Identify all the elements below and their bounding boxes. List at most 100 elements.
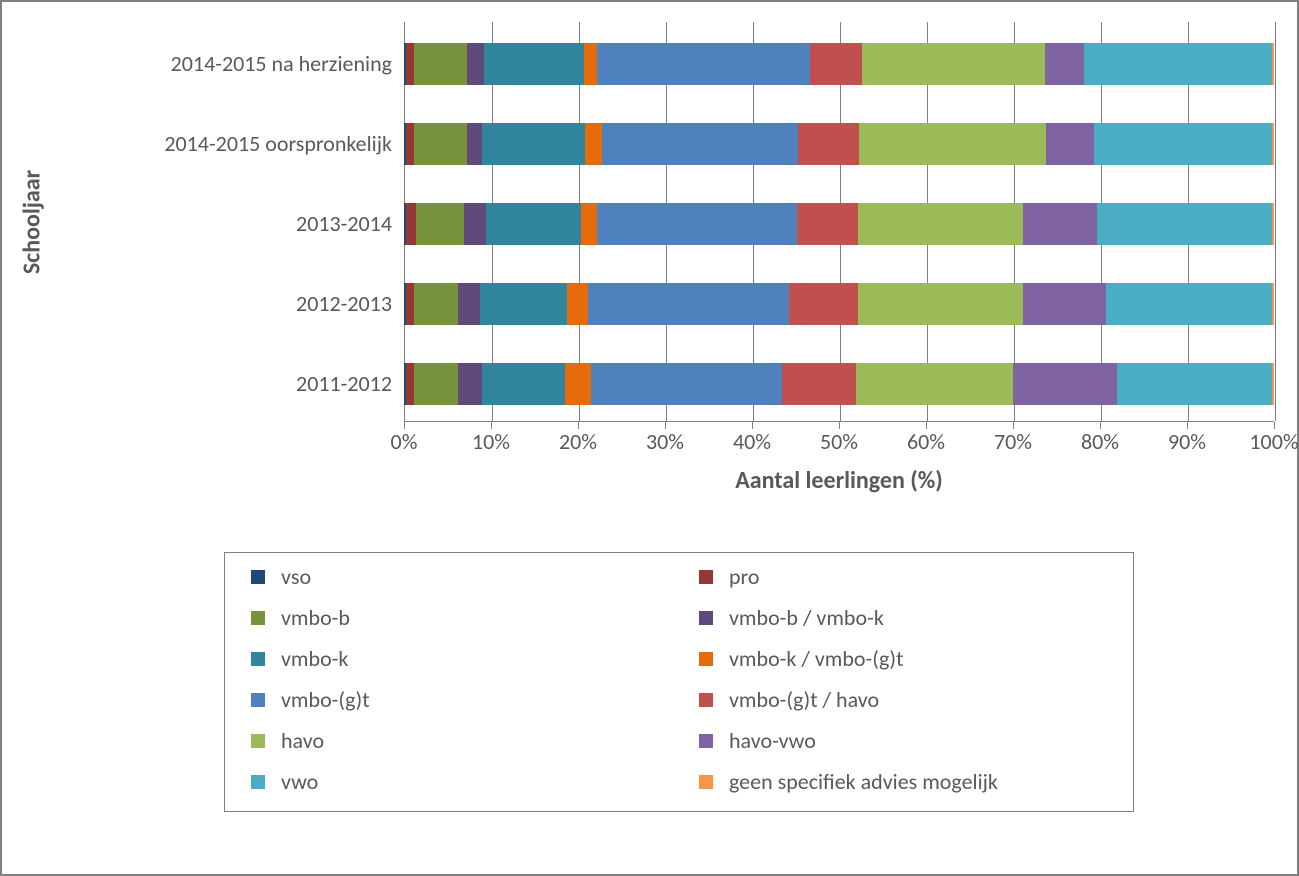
bar-segment xyxy=(1106,283,1272,325)
bar-segment xyxy=(464,203,486,245)
y-tick-label: 2012-2013 xyxy=(12,290,392,317)
x-axis-title: Aantal leerlingen (%) xyxy=(404,466,1274,495)
bar-segment xyxy=(467,123,483,165)
legend-label: vmbo-b xyxy=(281,604,350,631)
legend-item: vmbo-k xyxy=(251,645,659,672)
legend-item: havo-vwo xyxy=(699,727,1107,754)
legend-swatch xyxy=(251,734,265,748)
bar-segment xyxy=(416,203,464,245)
gridline xyxy=(1275,22,1276,421)
bar-row xyxy=(404,123,1274,165)
bar-segment xyxy=(602,123,798,165)
bar-segment xyxy=(856,363,1013,405)
x-tick-label: 50% xyxy=(820,428,858,455)
bar-segment xyxy=(482,123,585,165)
legend-swatch xyxy=(251,570,265,584)
bar-segment xyxy=(567,283,589,325)
legend-swatch xyxy=(699,570,713,584)
bar-segment xyxy=(858,203,1023,245)
bar-segment xyxy=(1117,363,1272,405)
legend-item: havo xyxy=(251,727,659,754)
bar-segment xyxy=(458,283,480,325)
bar-segment xyxy=(597,203,797,245)
x-tick-label: 70% xyxy=(994,428,1032,455)
bar-segment xyxy=(810,43,862,85)
x-tick-label: 10% xyxy=(472,428,510,455)
legend-swatch xyxy=(699,611,713,625)
bar-segment xyxy=(406,363,415,405)
bar-segment xyxy=(584,43,597,85)
bar-row xyxy=(404,363,1274,405)
x-tick-label: 0% xyxy=(391,428,418,455)
legend-swatch xyxy=(251,611,265,625)
legend-label: havo xyxy=(281,727,324,754)
bar-segment xyxy=(1045,43,1084,85)
chart-frame: Schooljaar Aantal leerlingen (%) vsoprov… xyxy=(0,0,1299,876)
legend-swatch xyxy=(699,652,713,666)
x-tick-label: 20% xyxy=(559,428,597,455)
x-tick-label: 90% xyxy=(1168,428,1206,455)
bar-segment xyxy=(1023,203,1097,245)
x-tick-label: 60% xyxy=(907,428,945,455)
legend-item: geen specifiek advies mogelijk xyxy=(699,768,1107,795)
bar-segment xyxy=(1046,123,1094,165)
legend-item: vmbo-(g)t xyxy=(251,686,659,713)
bar-segment xyxy=(591,363,782,405)
bar-segment xyxy=(862,43,1045,85)
bar-segment xyxy=(581,203,597,245)
legend-swatch xyxy=(251,775,265,789)
bar-segment xyxy=(414,363,458,405)
legend-swatch xyxy=(699,775,713,789)
bar-segment xyxy=(406,123,415,165)
bar-segment xyxy=(1084,43,1272,85)
bar-segment xyxy=(1272,203,1274,245)
legend-label: vmbo-k xyxy=(281,645,348,672)
bar-segment xyxy=(467,43,484,85)
legend-swatch xyxy=(251,652,265,666)
bar-segment xyxy=(1013,363,1117,405)
legend-item: vwo xyxy=(251,768,659,795)
y-tick-label: 2014-2015 oorspronkelijk xyxy=(12,130,392,157)
bar-segment xyxy=(406,283,415,325)
bar-segment xyxy=(486,203,582,245)
bar-segment xyxy=(597,43,810,85)
legend-item: vmbo-k / vmbo-(g)t xyxy=(699,645,1107,672)
legend-label: vmbo-(g)t xyxy=(281,686,370,713)
bar-segment xyxy=(1272,363,1274,405)
bar-segment xyxy=(858,283,1023,325)
x-tick-label: 40% xyxy=(733,428,771,455)
bar-segment xyxy=(565,363,591,405)
bar-segment xyxy=(798,123,859,165)
bar-segment xyxy=(782,363,856,405)
bar-segment xyxy=(588,283,788,325)
bar-segment xyxy=(1094,123,1272,165)
legend-item: vso xyxy=(251,563,659,590)
bar-segment xyxy=(1097,203,1272,245)
bar-segment xyxy=(414,283,458,325)
legend-swatch xyxy=(699,734,713,748)
legend-item: pro xyxy=(699,563,1107,590)
legend-label: vmbo-k / vmbo-(g)t xyxy=(729,645,903,672)
bar-segment xyxy=(414,123,466,165)
bar-segment xyxy=(789,283,859,325)
bar-segment xyxy=(480,283,567,325)
bar-segment xyxy=(797,203,858,245)
legend-label: vwo xyxy=(281,768,318,795)
bar-segment xyxy=(482,363,565,405)
legend: vso pro vmbo-b vmbo-b / vmbo-k vmbo-k vmbo-k … xyxy=(224,552,1134,812)
bar-segment xyxy=(1023,283,1106,325)
bar-row xyxy=(404,283,1274,325)
legend-label: vmbo-b / vmbo-k xyxy=(729,604,884,631)
legend-item: vmbo-b / vmbo-k xyxy=(699,604,1107,631)
legend-swatch xyxy=(699,693,713,707)
legend-swatch xyxy=(251,693,265,707)
legend-label: havo-vwo xyxy=(729,727,816,754)
bar-segment xyxy=(406,203,416,245)
y-tick-label: 2013-2014 xyxy=(12,210,392,237)
bars-container xyxy=(404,22,1274,422)
bar-segment xyxy=(1272,283,1274,325)
legend-label: vmbo-(g)t / havo xyxy=(729,686,879,713)
legend-item: vmbo-(g)t / havo xyxy=(699,686,1107,713)
bar-segment xyxy=(414,43,466,85)
bar-segment xyxy=(406,43,415,85)
